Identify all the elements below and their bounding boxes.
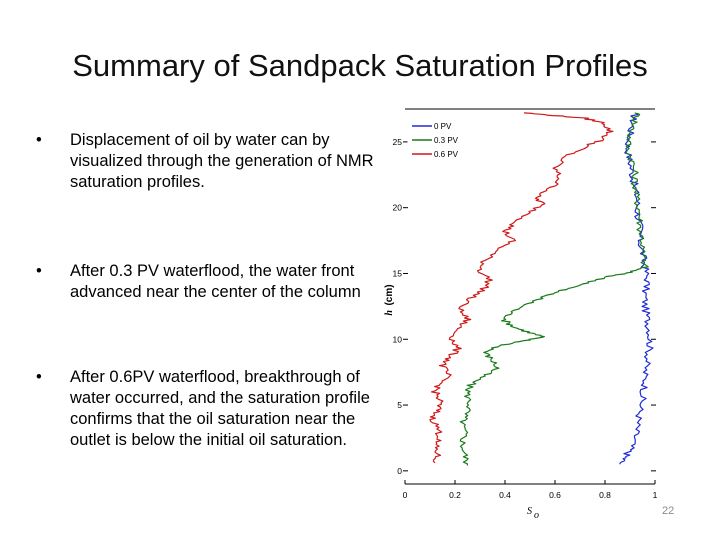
y-tick-label: 20: [393, 203, 403, 213]
bullet-item: • Displacement of oil by water can by vi…: [36, 130, 390, 193]
x-tick-label: 1: [653, 490, 658, 500]
slide-title: Summary of Sandpack Saturation Profiles: [72, 48, 648, 83]
y-tick-label: 15: [393, 268, 403, 278]
x-axis-label: S o: [527, 506, 539, 521]
x-tick-label: 0.6: [549, 490, 561, 500]
chart-legend: 0 PV 0.3 PV 0.6 PV: [407, 117, 467, 164]
series-lines: [429, 112, 654, 466]
y-axis-label-var: h: [384, 310, 395, 316]
legend-label-0.3pv: 0.3 PV: [434, 136, 459, 145]
bullet-marker: •: [36, 131, 42, 149]
page-number: 22: [662, 505, 675, 517]
x-tick-label: 0.2: [449, 490, 461, 500]
svg-text:h (cm): h (cm): [384, 284, 395, 315]
bullet-text: After 0.3 PV waterflood, the water front…: [70, 262, 361, 301]
legend-label-0.6pv: 0.6 PV: [434, 150, 459, 159]
y-tick-label: 0: [397, 466, 402, 476]
y-tick-label: 25: [393, 137, 403, 147]
x-tick-label: 0.8: [599, 490, 611, 500]
bullet-item: • After 0.6PV waterflood, breakthrough o…: [36, 367, 390, 451]
bullet-marker: •: [36, 368, 42, 386]
x-axis-ticks: 0 0.2 0.4 0.6 0.8 1: [403, 480, 658, 500]
y-tick-label: 5: [397, 400, 402, 410]
x-tick-label: 0: [403, 490, 408, 500]
bullet-item: • After 0.3 PV waterflood, the water fro…: [36, 261, 390, 303]
series-line-0pv: [619, 112, 654, 465]
x-axis-label-sub: o: [534, 510, 539, 521]
legend-label-0pv: 0 PV: [434, 122, 452, 131]
y-axis-label: h (cm): [384, 284, 395, 315]
y-axis-label-unit: (cm): [384, 284, 395, 305]
y-axis-ticks: 0 5 10 15 20 25: [393, 137, 656, 476]
bullet-text: Displacement of oil by water can by visu…: [70, 131, 374, 191]
bullet-text: After 0.6PV waterflood, breakthrough of …: [70, 368, 370, 449]
x-tick-label: 0.4: [499, 490, 511, 500]
bullet-marker: •: [36, 262, 42, 280]
series-line-0.3pv: [459, 112, 649, 466]
y-tick-label: 10: [393, 334, 403, 344]
x-axis-label-var: S: [527, 506, 532, 517]
series-line-0.6pv: [429, 112, 614, 464]
